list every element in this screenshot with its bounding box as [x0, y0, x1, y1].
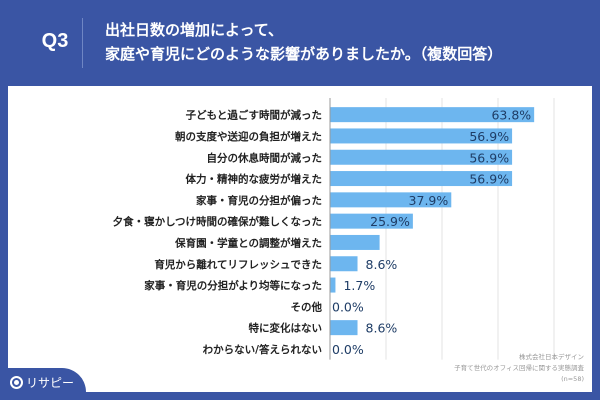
title-line-2: 家庭や育児にどのような影響がありましたか。（複数回答） [105, 45, 503, 63]
data-label: 63.8% [491, 108, 531, 123]
data-label: 37.9% [409, 193, 449, 208]
sample-size: (n=58) [561, 375, 584, 383]
bar [330, 234, 380, 250]
category-label: 自分の休息時間が減った [207, 151, 323, 164]
category-label: その他 [291, 300, 323, 313]
logo-text: リサピー [26, 376, 75, 390]
bar [330, 192, 452, 208]
data-label: 25.9% [370, 214, 410, 229]
category-label: 朝の支度や送迎の負担が増えた [175, 130, 322, 143]
data-label: 8.6% [366, 257, 398, 272]
data-label: 56.9% [469, 172, 509, 187]
category-label: 体力・精神的な疲労が増えた [186, 173, 323, 186]
bar [330, 107, 535, 123]
pin-icon [10, 376, 23, 389]
data-label: 8.6% [366, 321, 398, 336]
category-label: 家事・育児の分担が偏った [196, 194, 322, 207]
header-divider [82, 18, 83, 68]
data-label: 0.0% [332, 299, 364, 314]
source-survey: 子育て世代のオフィス回帰に関する実態調査 [454, 364, 584, 372]
category-label: 育児から離れてリフレッシュできた [154, 258, 322, 271]
category-label: 家事・育児の分担がより均等になった [144, 279, 322, 292]
data-label: 56.9% [469, 150, 509, 165]
bar [330, 149, 513, 165]
data-label: 1.7% [343, 278, 375, 293]
title-line-1: 出社日数の増加によって、 [105, 21, 284, 39]
bar [330, 213, 413, 229]
bar [330, 277, 336, 293]
category-label: わからない/答えられない [203, 343, 322, 356]
bar [330, 171, 513, 187]
data-label: 56.9% [469, 129, 509, 144]
category-label: 特に変化はない [249, 322, 323, 335]
data-label: 0.0% [332, 342, 364, 357]
brand-logo: リサピー [10, 374, 74, 391]
bar [330, 128, 513, 144]
question-number: Q3 [41, 30, 69, 52]
source-company: 株式会社日本デザイン [519, 353, 584, 361]
category-label: 夕食・寝かしつけ時間の確保が難しくなった [113, 215, 322, 228]
source-note: 株式会社日本デザイン 子育て世代のオフィス回帰に関する実態調査 (n=58) [454, 352, 584, 385]
category-label: 子どもと過ごす時間が減った [186, 109, 322, 122]
bar [330, 256, 358, 272]
category-label: 保育園・学童との調整が増えた [174, 236, 322, 249]
bar [330, 320, 358, 336]
question-title: 出社日数の増加によって、 家庭や育児にどのような影響がありましたか。（複数回答） [105, 18, 502, 66]
